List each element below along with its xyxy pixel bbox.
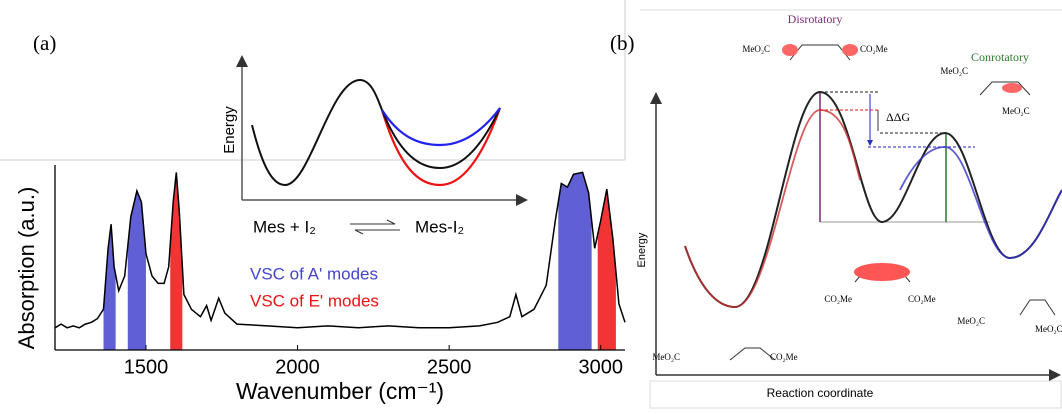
annotation: ΔΔG (886, 110, 910, 124)
energy-curve (684, 109, 861, 308)
x-tick-label: 1500 (124, 356, 169, 378)
molecule-label: MeO₂C (1002, 106, 1030, 116)
frame (649, 380, 1062, 409)
inset-label: Mes-I₂ (415, 217, 464, 236)
band-fill (558, 172, 592, 350)
molecule-label: CO₂Me (770, 352, 798, 362)
energy-curve (899, 146, 1062, 259)
equilibrium-arrow (350, 219, 400, 235)
band-fill (127, 190, 146, 350)
x-tick-label: 2500 (427, 356, 472, 378)
molecule-label: MeO₂C (957, 316, 985, 326)
legend-label: VSC of A' modes (250, 264, 378, 283)
y-axis-label: Energy (636, 232, 648, 267)
energy-curve (381, 107, 501, 147)
x-axis-label: Wavenumber (cm⁻¹) (236, 378, 444, 404)
molecule-label: MeO₂C (652, 352, 680, 362)
annotation: Disrotatory (788, 12, 843, 26)
energy-curve (381, 107, 501, 170)
panel-label: (a) (33, 31, 56, 55)
inset-label: Mes + I₂ (253, 217, 316, 236)
band-fill (597, 189, 616, 350)
spectrum-line (54, 171, 626, 329)
energy-curve (380, 107, 502, 187)
panel-label: (b) (610, 31, 635, 55)
molecule-label: MeO₂C (1035, 324, 1062, 334)
x-tick-label: 3000 (578, 356, 623, 378)
x-axis-label: Reaction coordinate (767, 386, 874, 400)
band-fill (170, 172, 183, 350)
molecule-label: CO₂Me (824, 294, 852, 304)
molecule-label: MeO₂C (742, 44, 770, 54)
y-axis-label: Absorption (a.u.) (14, 187, 39, 350)
molecule-label: CO₂Me (860, 44, 888, 54)
legend-label: VSC of E' modes (250, 291, 379, 310)
energy-curve (251, 78, 383, 187)
molecule-label: CO₂Me (908, 294, 936, 304)
molecule (729, 44, 1056, 361)
inset-y-label: Energy (221, 106, 238, 154)
molecule-label: MeO₂C (940, 66, 968, 76)
x-tick-label: 2000 (275, 356, 320, 378)
annotation: Conrotatory (971, 50, 1029, 64)
